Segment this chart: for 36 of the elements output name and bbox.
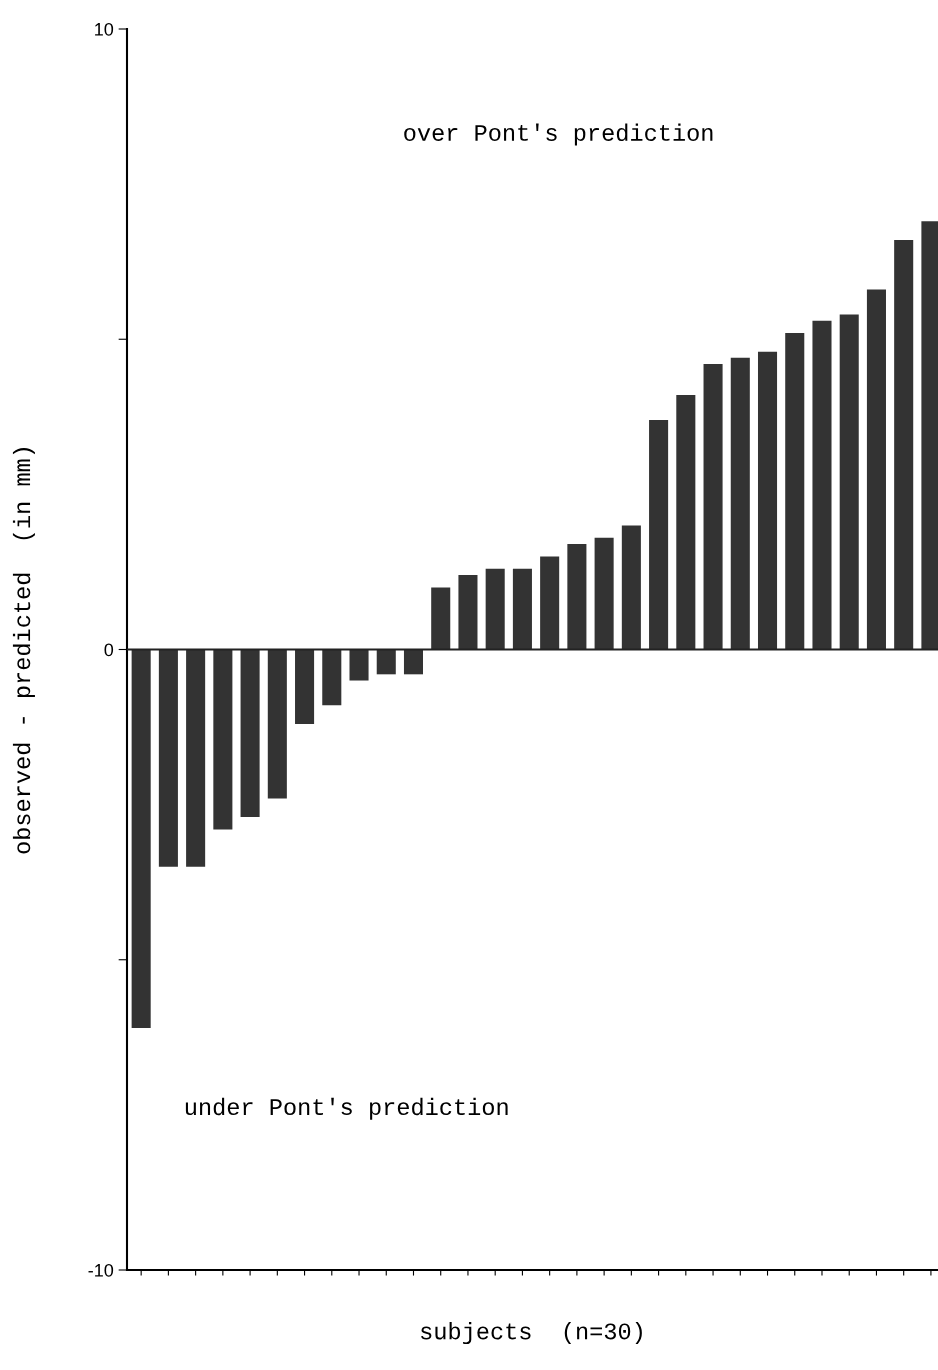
bar bbox=[267, 649, 287, 799]
y-tick-label: 10 bbox=[95, 22, 114, 36]
y-tick-label: 0 bbox=[104, 643, 114, 657]
bar bbox=[186, 649, 206, 867]
bar bbox=[213, 649, 233, 830]
bar bbox=[131, 649, 151, 1028]
bar bbox=[703, 364, 723, 650]
x-axis-title: subjects (n=30) bbox=[421, 1322, 642, 1345]
bar bbox=[839, 314, 859, 650]
bar bbox=[567, 544, 587, 650]
y-tick-label: -10 bbox=[88, 1263, 114, 1277]
bar bbox=[676, 395, 696, 650]
y-axis-title: observed - predicted (in mm) bbox=[12, 448, 35, 854]
bar bbox=[485, 568, 505, 650]
bar bbox=[349, 649, 369, 681]
bar bbox=[894, 239, 914, 650]
bar bbox=[594, 537, 614, 650]
bar bbox=[403, 649, 424, 675]
bar bbox=[295, 649, 315, 724]
annotation: under Pont's prediction bbox=[185, 1097, 508, 1120]
annotation: over Pont's prediction bbox=[404, 123, 713, 146]
bar bbox=[376, 649, 396, 675]
bar bbox=[322, 649, 342, 706]
bar bbox=[757, 351, 778, 650]
bar bbox=[158, 649, 178, 867]
bar bbox=[540, 556, 560, 650]
bar bbox=[240, 649, 260, 818]
bar bbox=[458, 575, 478, 650]
bar bbox=[812, 320, 832, 650]
bar bbox=[730, 357, 750, 650]
bar bbox=[866, 289, 886, 650]
bar bbox=[431, 587, 451, 650]
bar bbox=[785, 333, 805, 650]
bar bbox=[512, 568, 532, 650]
bar bbox=[621, 525, 641, 650]
bar bbox=[649, 419, 669, 650]
